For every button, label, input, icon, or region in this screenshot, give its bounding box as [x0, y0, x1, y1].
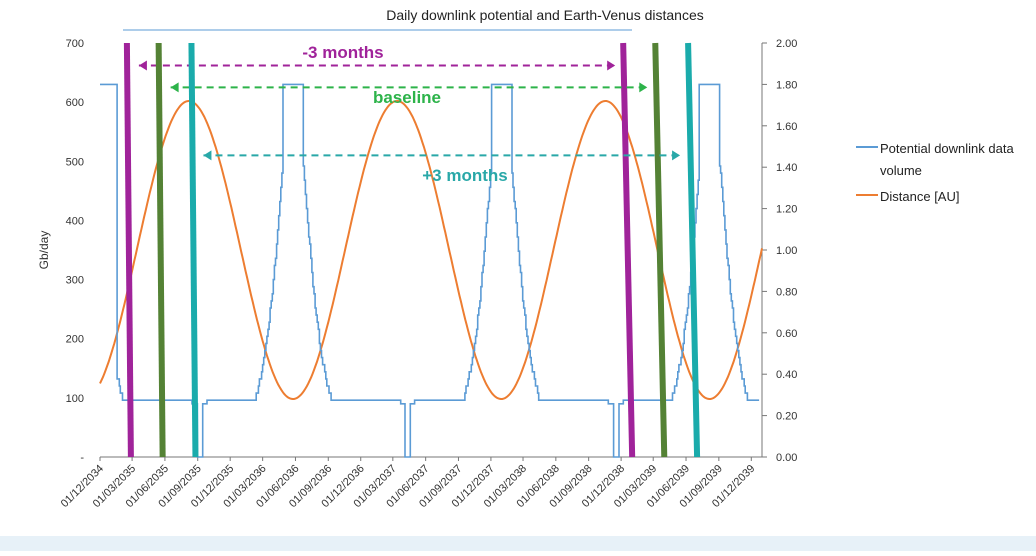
chart-title: Daily downlink potential and Earth-Venus… — [386, 7, 704, 23]
window-end-bar-1 — [652, 42, 668, 458]
y-right-tick-label-1: 0.20 — [776, 411, 797, 423]
y-right-tick-label-3: 0.60 — [776, 328, 797, 340]
window-end-bar-0 — [620, 42, 636, 458]
y-right-tick-label-4: 0.80 — [776, 286, 797, 298]
window-start-bar-2 — [188, 42, 199, 458]
y-right-tick-label-5: 1.00 — [776, 245, 797, 257]
y-right-tick-label-7: 1.40 — [776, 162, 797, 174]
window-label-minus3: -3 months — [302, 43, 383, 62]
window-label-baseline: baseline — [373, 88, 441, 107]
y-left-tick-label-1: 100 — [66, 393, 84, 405]
y-right-tick-label-10: 2.00 — [776, 38, 797, 50]
y-left-axis-label: Gb/day — [37, 231, 51, 270]
y-left-tick-label-4: 400 — [66, 215, 84, 227]
y-right-tick-label-9: 1.80 — [776, 79, 797, 91]
series-distance-line — [99, 100, 763, 400]
window-arrow-head-left-0 — [138, 60, 147, 71]
window-start-bar-0 — [123, 42, 134, 458]
series-downlink-line — [100, 83, 760, 458]
legend-label-downlink: Potential downlink data volume — [880, 141, 1014, 178]
window-label-plus3: +3 months — [422, 166, 508, 185]
window-arrow-head-left-2 — [203, 150, 212, 161]
window-arrow-head-right-0 — [607, 60, 616, 71]
legend-item-distance: Distance [AU] — [856, 186, 1031, 214]
window-end-bar-2 — [685, 42, 701, 458]
legend-swatch-downlink — [856, 146, 878, 148]
window-start-bar-1 — [155, 42, 166, 458]
legend: Potential downlink data volume Distance … — [856, 138, 1031, 234]
legend-item-downlink: Potential downlink data volume — [856, 138, 1031, 178]
y-left-tick-label-7: 700 — [66, 38, 84, 50]
window-arrow-head-right-1 — [639, 82, 648, 93]
y-left-tick-label-3: 300 — [66, 275, 84, 287]
y-left-tick-label-6: 600 — [66, 97, 84, 109]
bottom-band — [0, 536, 1036, 551]
y-right-tick-label-8: 1.60 — [776, 121, 797, 133]
y-left-tick-label-5: 500 — [66, 156, 84, 168]
y-right-tick-label-6: 1.20 — [776, 204, 797, 216]
legend-swatch-distance — [856, 194, 878, 196]
y-left-tick-label-0: - — [80, 452, 84, 464]
y-right-tick-label-2: 0.40 — [776, 369, 797, 381]
y-left-tick-label-2: 200 — [66, 334, 84, 346]
legend-label-distance: Distance [AU] — [880, 189, 960, 204]
window-arrow-head-right-2 — [672, 150, 681, 161]
window-arrow-head-left-1 — [170, 82, 179, 93]
y-right-tick-label-0: 0.00 — [776, 452, 797, 464]
